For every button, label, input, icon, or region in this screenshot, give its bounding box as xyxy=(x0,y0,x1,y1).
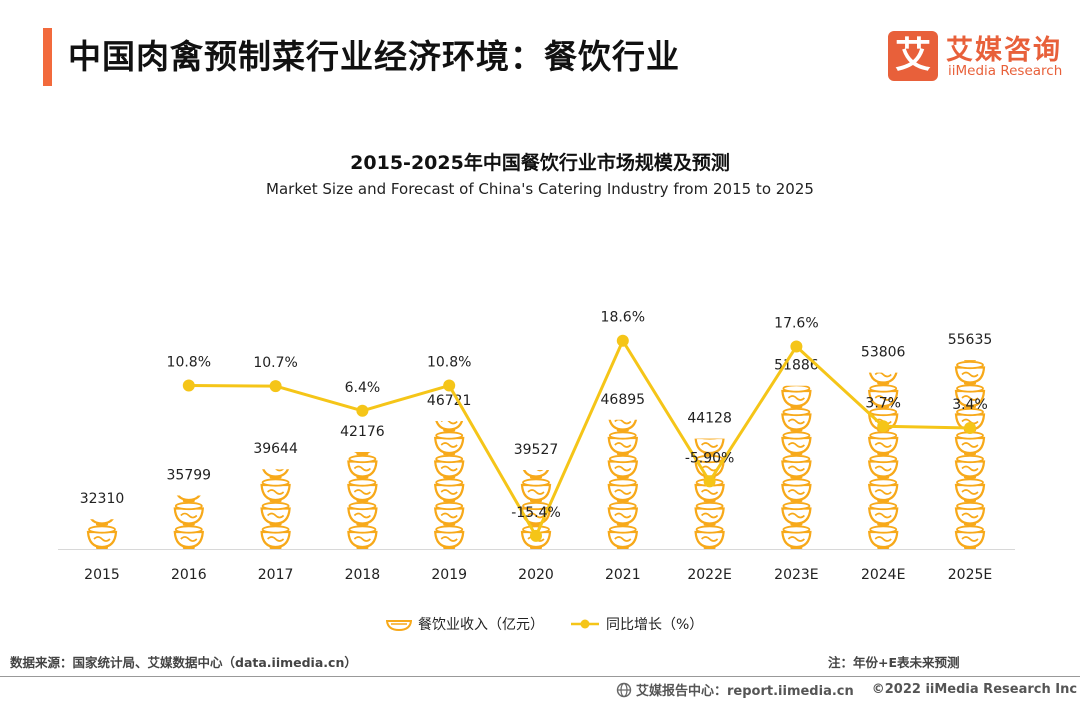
logo-text-en: iiMedia Research xyxy=(948,63,1063,79)
line-marker-icon xyxy=(571,619,599,629)
growth-point xyxy=(530,529,542,542)
footer-copyright: ©2022 iiMedia Research Inc xyxy=(871,682,1078,697)
revenue-bar-2023E xyxy=(781,385,812,549)
growth-value-label: -15.4% xyxy=(511,505,561,521)
bar-value-label: 42176 xyxy=(340,424,385,440)
x-tick-label: 2019 xyxy=(431,567,467,583)
bar-value-label: 32310 xyxy=(80,491,125,507)
growth-value-label: 10.8% xyxy=(427,355,471,371)
growth-point xyxy=(703,475,716,488)
growth-point xyxy=(616,334,629,347)
bar-value-label: 46895 xyxy=(601,392,646,408)
revenue-bar-2015 xyxy=(86,519,118,549)
growth-value-label: 17.6% xyxy=(774,315,818,331)
globe-icon xyxy=(616,682,632,697)
x-tick-label: 2023E xyxy=(774,567,818,583)
growth-point xyxy=(790,340,803,353)
growth-value-label: -5.90% xyxy=(685,450,735,466)
x-tick-label: 2020 xyxy=(518,567,554,583)
growth-point xyxy=(877,420,890,433)
bar-value-label: 46721 xyxy=(427,393,472,409)
x-tick-label: 2024E xyxy=(861,567,905,583)
bar-value-label: 35799 xyxy=(167,467,212,483)
x-tick-label: 2018 xyxy=(345,567,381,583)
x-tick-label: 2016 xyxy=(171,567,207,583)
footer-report: 艾媒报告中心：report.iimedia.cn ©2022 iiMedia R… xyxy=(616,680,1077,699)
x-tick-label: 2015 xyxy=(84,567,120,583)
revenue-bar-2019 xyxy=(434,420,465,549)
revenue-bar-2016 xyxy=(173,495,204,549)
footer-note: 注：年份+E表未来预测 xyxy=(828,655,960,670)
growth-value-label: 10.8% xyxy=(167,355,211,371)
brand-logo: 艾 艾媒咨询 iiMedia Research xyxy=(888,28,1068,84)
revenue-bar-2024E xyxy=(868,372,899,549)
legend-item-revenue: 餐饮业收入（亿元） xyxy=(386,614,544,634)
bowl-icon xyxy=(386,620,412,631)
growth-value-label: 18.6% xyxy=(601,310,645,326)
growth-point xyxy=(182,379,195,392)
growth-value-label: 3.7% xyxy=(865,395,901,411)
bar-value-label: 39527 xyxy=(514,442,559,458)
chart-title: 2015-2025年中国餐饮行业市场规模及预测 xyxy=(350,152,730,174)
growth-point xyxy=(443,379,456,392)
footer-source: 数据来源：国家统计局、艾媒数据中心（data.iimedia.cn） xyxy=(10,655,357,670)
growth-point xyxy=(964,421,976,434)
growth-value-label: 3.4% xyxy=(952,397,988,413)
revenue-bar-2020 xyxy=(520,470,552,549)
logo-text-cn: 艾媒咨询 xyxy=(946,35,1062,66)
growth-point xyxy=(269,380,282,393)
page-title: 中国肉禽预制菜行业经济环境：餐饮行业 xyxy=(68,37,680,76)
chart-legend: 餐饮业收入（亿元） 同比增长（%） xyxy=(0,614,1080,640)
legend-item-growth: 同比增长（%） xyxy=(570,614,703,634)
logo-mark-icon: 艾 xyxy=(888,31,938,81)
x-tick-label: 2017 xyxy=(258,567,294,583)
legend-label-revenue: 餐饮业收入（亿元） xyxy=(418,617,544,633)
bar-value-label: 53806 xyxy=(861,345,906,361)
revenue-bar-2017 xyxy=(260,469,291,549)
revenue-bar-2021 xyxy=(607,419,638,549)
revenue-bar-2018 xyxy=(347,451,378,549)
revenue-bar-2022E xyxy=(694,438,725,549)
legend-label-growth: 同比增长（%） xyxy=(606,617,704,633)
growth-value-label: 10.7% xyxy=(253,355,297,371)
bar-value-label: 44128 xyxy=(687,411,732,427)
growth-line xyxy=(188,339,971,538)
growth-point xyxy=(356,404,369,417)
growth-value-label: 6.4% xyxy=(345,380,381,396)
chart-subtitle: Market Size and Forecast of China's Cate… xyxy=(266,180,814,198)
x-tick-label: 2025E xyxy=(948,567,992,583)
bar-value-label: 55635 xyxy=(948,332,993,348)
title-accent-bar xyxy=(43,28,52,86)
x-tick-label: 2021 xyxy=(605,567,641,583)
bar-value-label: 39644 xyxy=(253,441,298,457)
footer-report-link[interactable]: 艾媒报告中心：report.iimedia.cn xyxy=(636,684,854,699)
x-tick-label: 2022E xyxy=(687,567,731,583)
footer-divider xyxy=(0,676,1080,677)
